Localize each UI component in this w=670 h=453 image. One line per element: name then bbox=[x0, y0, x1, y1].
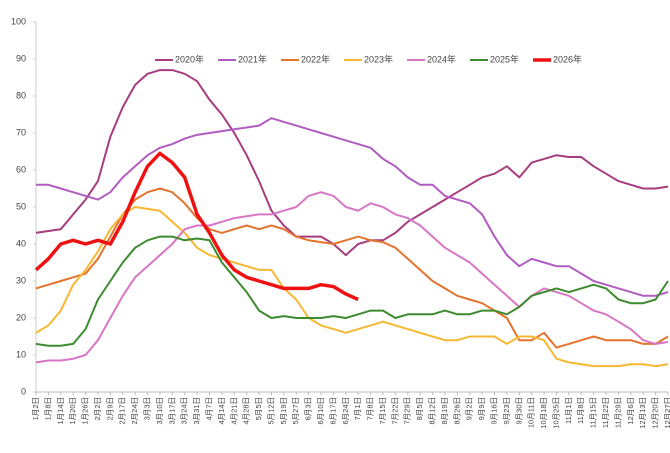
x-tick-label: 9月2日 bbox=[465, 397, 474, 420]
y-tick-label: 50 bbox=[16, 201, 26, 211]
series-line bbox=[35, 191, 669, 364]
x-tick-label: 4月14日 bbox=[217, 397, 226, 425]
x-tick-label: 7月8日 bbox=[366, 397, 375, 420]
series-line bbox=[35, 187, 669, 349]
y-tick-label: 30 bbox=[16, 275, 26, 285]
x-tick-label: 12月27日 bbox=[663, 397, 670, 429]
x-tick-label: 9月9日 bbox=[477, 397, 486, 420]
x-tick-label: 3月10日 bbox=[155, 397, 164, 425]
x-tick-label: 7月22日 bbox=[390, 397, 399, 425]
legend-label: 2024年 bbox=[427, 53, 456, 64]
x-tick-label: 10月18日 bbox=[539, 397, 548, 429]
x-tick-label: 6月17日 bbox=[328, 397, 337, 425]
x-tick-label: 4月7日 bbox=[204, 397, 213, 420]
legend-label: 2026年 bbox=[553, 53, 582, 64]
x-tick-label: 1月2日 bbox=[31, 397, 40, 420]
x-tick-label: 2月9日 bbox=[105, 397, 114, 420]
x-tick-label: 5月27日 bbox=[291, 397, 300, 425]
series-line bbox=[34, 151, 359, 302]
x-tick-label: 7月1日 bbox=[353, 397, 362, 420]
x-tick-label: 2月17日 bbox=[118, 397, 127, 425]
x-tick-label: 7月29日 bbox=[403, 397, 412, 425]
x-tick-label: 3月17日 bbox=[167, 397, 176, 425]
series-line bbox=[35, 69, 669, 257]
x-tick-label: 2月2日 bbox=[93, 397, 102, 420]
x-tick-label: 3月24日 bbox=[180, 397, 189, 425]
x-tick-label: 3月31日 bbox=[192, 397, 201, 425]
series-line bbox=[35, 206, 669, 368]
x-tick-label: 10月25日 bbox=[551, 397, 560, 429]
x-tick-label: 5月5日 bbox=[254, 397, 263, 420]
x-tick-label: 5月19日 bbox=[279, 397, 288, 425]
x-tick-label: 6月10日 bbox=[316, 397, 325, 425]
series-line bbox=[35, 235, 669, 347]
x-tick-label: 6月3日 bbox=[304, 397, 313, 420]
x-tick-label: 1月8日 bbox=[43, 397, 52, 420]
x-tick-label: 11月22日 bbox=[601, 397, 610, 428]
legend-label: 2025年 bbox=[490, 53, 519, 64]
x-tick-label: 11月15日 bbox=[589, 397, 598, 428]
x-tick-label: 11月8日 bbox=[576, 397, 585, 424]
x-tick-label: 7月15日 bbox=[378, 397, 387, 425]
y-tick-label: 100 bbox=[11, 16, 26, 26]
x-tick-label: 3月3日 bbox=[143, 397, 152, 420]
y-tick-label: 60 bbox=[16, 164, 26, 174]
x-tick-label: 5月12日 bbox=[266, 397, 275, 425]
x-tick-label: 10月11日 bbox=[527, 397, 536, 428]
x-tick-label: 4月28日 bbox=[242, 397, 251, 425]
legend-label: 2020年 bbox=[175, 53, 204, 64]
x-tick-label: 9月30日 bbox=[514, 397, 523, 425]
y-tick-label: 0 bbox=[21, 386, 26, 396]
legend-label: 2022年 bbox=[301, 53, 330, 64]
x-tick-label: 1月14日 bbox=[56, 397, 65, 425]
x-tick-label: 1月26日 bbox=[81, 397, 90, 425]
x-tick-label: 11月29日 bbox=[613, 397, 622, 428]
x-tick-label: 1月20日 bbox=[68, 397, 77, 425]
x-tick-label: 4月21日 bbox=[229, 397, 238, 425]
y-tick-label: 10 bbox=[16, 349, 26, 359]
x-tick-label: 12月20日 bbox=[651, 397, 660, 429]
y-tick-label: 20 bbox=[16, 312, 26, 322]
x-tick-label: 12月13日 bbox=[638, 397, 647, 429]
x-tick-label: 11月1日 bbox=[564, 397, 573, 424]
legend-label: 2023年 bbox=[364, 53, 393, 64]
x-tick-label: 6月24日 bbox=[341, 397, 350, 425]
series-line bbox=[36, 117, 669, 297]
x-tick-label: 8月5日 bbox=[415, 397, 424, 420]
x-tick-label: 8月19日 bbox=[440, 397, 449, 425]
y-tick-label: 70 bbox=[16, 127, 26, 137]
legend-label: 2021年 bbox=[238, 53, 267, 64]
y-tick-label: 40 bbox=[16, 238, 26, 248]
y-tick-label: 80 bbox=[16, 90, 26, 100]
x-tick-label: 12月6日 bbox=[626, 397, 635, 425]
x-tick-label: 8月26日 bbox=[452, 397, 461, 425]
x-tick-label: 8月12日 bbox=[428, 397, 437, 425]
x-tick-label: 9月16日 bbox=[489, 397, 498, 425]
y-tick-label: 90 bbox=[16, 53, 26, 63]
x-tick-label: 2月24日 bbox=[130, 397, 139, 425]
x-tick-label: 9月23日 bbox=[502, 397, 511, 425]
